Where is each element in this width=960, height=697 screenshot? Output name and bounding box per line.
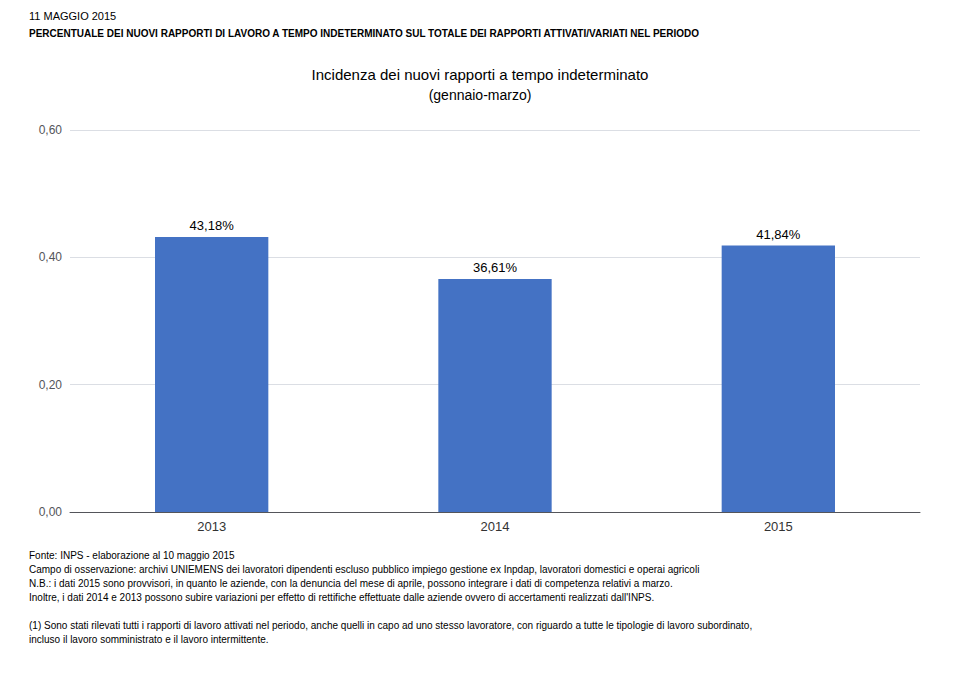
svg-text:0,00: 0,00 bbox=[39, 505, 63, 519]
svg-text:Fonte: INPS - elaborazione al: Fonte: INPS - elaborazione al 10 maggio … bbox=[29, 550, 235, 561]
svg-text:2015: 2015 bbox=[764, 519, 793, 534]
svg-text:N.B.: i dati 2015 sono provvis: N.B.: i dati 2015 sono provvisori, in qu… bbox=[29, 578, 673, 589]
svg-text:0,20: 0,20 bbox=[39, 378, 63, 392]
svg-text:0,60: 0,60 bbox=[39, 123, 63, 137]
svg-text:Inoltre, i dati 2014 e 2013 po: Inoltre, i dati 2014 e 2013 possono subi… bbox=[29, 592, 654, 603]
svg-text:41,84%: 41,84% bbox=[756, 227, 801, 242]
svg-text:36,61%: 36,61% bbox=[473, 260, 518, 275]
svg-text:incluso il lavoro somministrat: incluso il lavoro somministrato e il lav… bbox=[29, 634, 269, 645]
svg-text:11 MAGGIO 2015: 11 MAGGIO 2015 bbox=[29, 10, 116, 22]
svg-text:Campo di osservazione: archivi: Campo di osservazione: archivi UNIEMENS … bbox=[29, 564, 699, 575]
svg-text:0,40: 0,40 bbox=[39, 250, 63, 264]
svg-text:2014: 2014 bbox=[481, 519, 510, 534]
svg-text:Incidenza dei nuovi rapporti a: Incidenza dei nuovi rapporti a tempo ind… bbox=[312, 66, 649, 83]
svg-text:PERCENTUALE DEI NUOVI RAPPORTI: PERCENTUALE DEI NUOVI RAPPORTI DI LAVORO… bbox=[29, 28, 699, 39]
svg-text:(gennaio-marzo): (gennaio-marzo) bbox=[429, 87, 532, 103]
svg-text:2013: 2013 bbox=[197, 519, 226, 534]
svg-text:(1) Sono stati rilevati tutti: (1) Sono stati rilevati tutti i rapporti… bbox=[29, 620, 752, 631]
svg-text:43,18%: 43,18% bbox=[190, 218, 235, 233]
